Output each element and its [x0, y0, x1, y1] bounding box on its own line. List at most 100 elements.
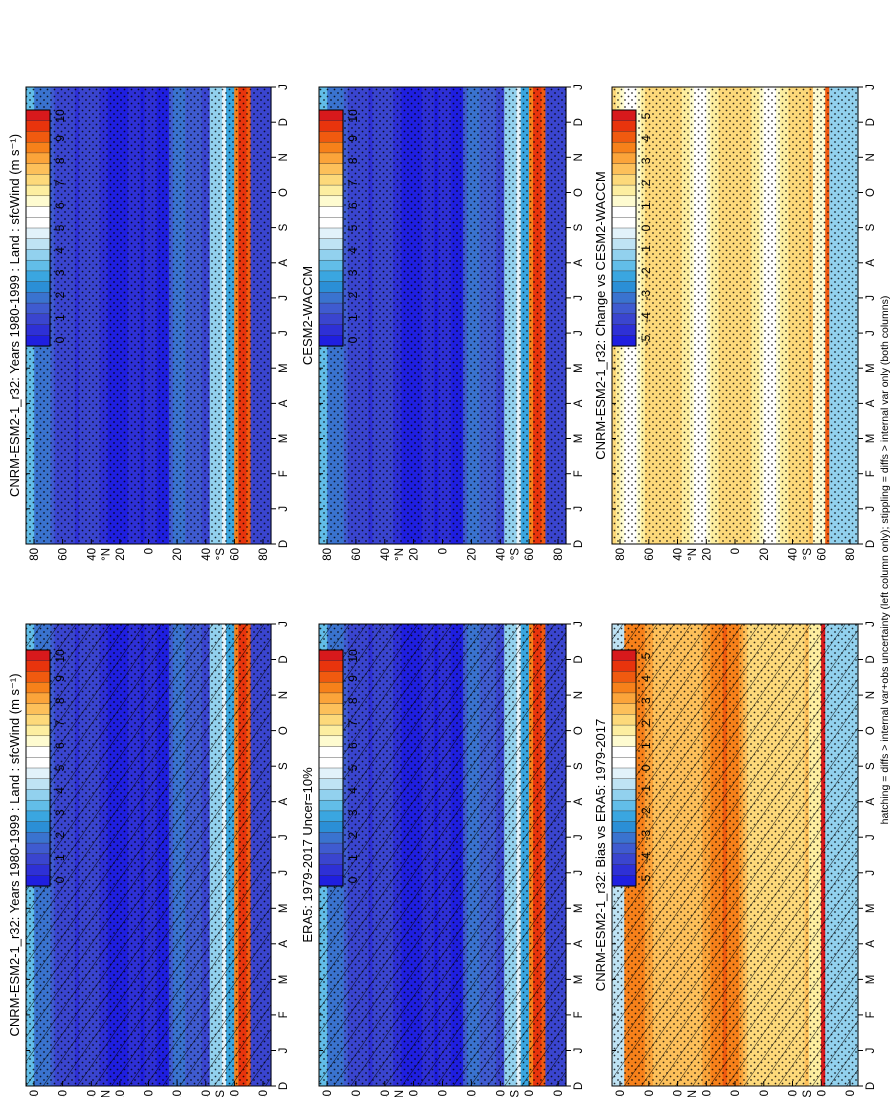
lat-tick-label: 40	[201, 1090, 213, 1097]
colorbar-swatch	[611, 832, 637, 844]
month-tick-label: M	[865, 434, 877, 444]
lat-tick-label: 20	[701, 548, 713, 561]
month-tick-label: J	[573, 330, 585, 336]
colorbar-swatch	[25, 163, 51, 175]
colorbar-swatch	[318, 281, 344, 293]
colorbar-label: -5	[639, 874, 653, 885]
colorbar-swatch	[611, 681, 637, 694]
colorbar-label: 7	[346, 720, 360, 727]
colorbar-swatch	[611, 821, 637, 833]
colorbar-label: 6	[346, 202, 360, 209]
colorbar-swatch	[25, 195, 51, 208]
colorbar-label: 9	[346, 135, 360, 142]
lat-tick-label: 60	[351, 1090, 363, 1097]
colorbar-swatch	[611, 163, 637, 175]
lat-tick-label: 60	[58, 548, 70, 561]
month-tick-label: A	[865, 399, 877, 407]
colorbar-label: 5	[53, 764, 67, 771]
colorbar-label: 2	[346, 832, 360, 839]
month-tick-label: J	[865, 870, 877, 876]
month-tick-label: J	[278, 1048, 290, 1054]
colorbar-swatch	[25, 649, 51, 662]
lat-tick-label: 20	[759, 1090, 771, 1097]
month-tick-label: J	[278, 834, 290, 840]
colorbar-label: 10	[346, 649, 360, 663]
colorbar-label: 8	[53, 157, 67, 164]
lat-tick-label: 60	[58, 1090, 70, 1097]
colorbar-swatch	[318, 660, 344, 673]
month-tick-label: M	[573, 363, 585, 373]
month-tick-label: S	[278, 223, 290, 231]
colorbar-swatch	[318, 842, 344, 855]
lat-tick-label: 80	[322, 548, 334, 561]
colorbar-swatch	[25, 864, 51, 876]
colorbar-swatch	[25, 238, 51, 251]
colorbar-swatch	[25, 660, 51, 673]
lat-tick-label: 20	[409, 548, 421, 561]
colorbar-label: 8	[53, 697, 67, 704]
colorbar-swatch	[25, 184, 51, 197]
month-tick-label: D	[573, 540, 585, 548]
month-tick-label: A	[573, 399, 585, 407]
colorbar-swatch	[318, 810, 344, 823]
colorbar-label: 7	[346, 180, 360, 187]
colorbar-swatch	[611, 767, 637, 780]
month-tick-label: A	[278, 399, 290, 407]
lat-tick-label: 80	[322, 1090, 334, 1097]
lat-tick-label: 0	[730, 548, 742, 554]
month-tick-label: J	[278, 621, 290, 627]
month-tick-label: S	[573, 762, 585, 770]
colorbar-swatch	[318, 778, 344, 791]
month-tick-label: M	[573, 975, 585, 985]
month-tick-label: J	[865, 295, 877, 301]
colorbar-swatch	[318, 238, 344, 251]
lat-tick-label: 20	[172, 548, 184, 561]
month-tick-label: D	[865, 655, 877, 663]
month-tick-label: O	[865, 188, 877, 197]
panel-title: ERA5: 1979-2017 Uncer=10%	[300, 767, 315, 943]
colorbar-swatch	[318, 206, 344, 218]
colorbar-swatch	[611, 195, 637, 208]
colorbar-swatch	[318, 152, 344, 165]
colorbar-swatch	[611, 789, 637, 801]
lat-tick-label: 80	[258, 548, 270, 561]
lat-tick-label: 20	[409, 1090, 421, 1097]
lat-tick-label: 40	[380, 548, 392, 561]
colorbar-swatch	[25, 335, 51, 347]
lat-tick-label: 40	[788, 548, 800, 561]
colorbar-swatch	[25, 120, 51, 133]
colorbar-swatch	[25, 692, 51, 705]
colorbar-label: 3	[346, 809, 360, 816]
colorbar-label: -4	[639, 852, 653, 863]
colorbar-swatch	[318, 163, 344, 175]
colorbar-swatch	[318, 184, 344, 197]
colorbar-label: 8	[346, 697, 360, 704]
colorbar-label: 5	[53, 224, 67, 231]
colorbar-swatch	[611, 757, 637, 769]
hatching	[319, 624, 566, 1086]
colorbar-swatch	[25, 324, 51, 336]
month-tick-label: J	[865, 506, 877, 512]
colorbar-label: 3	[346, 269, 360, 276]
colorbar-swatch	[25, 821, 51, 833]
month-tick-label: J	[573, 621, 585, 627]
colorbar-swatch	[25, 746, 51, 758]
month-tick-label: M	[573, 904, 585, 914]
month-tick-label: M	[278, 904, 290, 914]
colorbar-label: 3	[639, 157, 653, 164]
colorbar-swatch	[611, 714, 637, 726]
month-tick-label: O	[865, 726, 877, 735]
colorbar-swatch	[611, 649, 637, 662]
lat-tick-label: 60	[229, 1090, 241, 1097]
month-tick-label: A	[278, 259, 290, 267]
colorbar-label: 0	[53, 336, 67, 343]
month-tick-label: N	[573, 691, 585, 699]
colorbar-label: 8	[346, 157, 360, 164]
hatching	[612, 624, 858, 1086]
lat-tick-label: 20	[701, 1090, 713, 1097]
hemisphere-label: °S	[510, 1090, 522, 1097]
hemisphere-label: °N	[101, 1090, 113, 1097]
hemisphere-label: °S	[215, 1090, 227, 1097]
lat-tick-label: 80	[553, 548, 565, 561]
colorbar-swatch	[318, 681, 344, 694]
